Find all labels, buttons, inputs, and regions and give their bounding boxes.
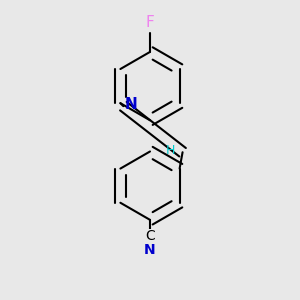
Text: F: F (146, 15, 154, 30)
Text: N: N (144, 243, 156, 256)
Text: C: C (145, 229, 155, 243)
Text: N: N (124, 97, 137, 112)
Text: H: H (166, 144, 175, 157)
